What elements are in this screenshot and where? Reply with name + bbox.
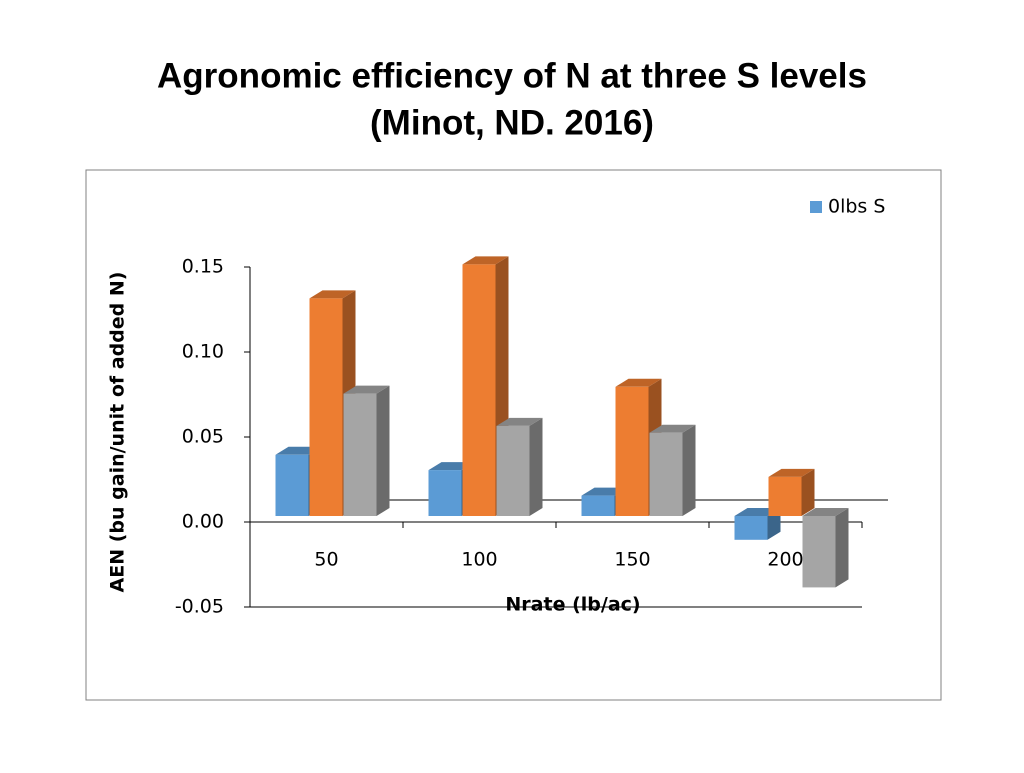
bar-top xyxy=(343,385,390,394)
x-axis-label: Nrate (lb/ac) xyxy=(505,594,640,616)
bar-side xyxy=(682,424,696,516)
y-tick-label: 0.15 xyxy=(182,256,224,278)
chart-frame xyxy=(85,169,942,701)
bar xyxy=(462,264,496,516)
bar xyxy=(649,432,683,516)
bar xyxy=(734,516,768,540)
x-tick-label: 150 xyxy=(614,549,650,571)
bar-top xyxy=(802,508,849,516)
legend-swatch xyxy=(810,201,822,213)
bar-top xyxy=(615,378,662,387)
bar-side xyxy=(529,417,543,516)
bar xyxy=(275,454,309,516)
y-tick-label: 0.05 xyxy=(182,426,224,448)
bar-top xyxy=(768,468,815,477)
y-tick-label: -0.05 xyxy=(175,596,224,618)
y-tick-label: 0.10 xyxy=(182,341,224,363)
bar xyxy=(768,476,802,516)
bar xyxy=(343,393,377,516)
chart-title: (Minot, ND. 2016) xyxy=(370,103,654,142)
bar xyxy=(802,516,836,588)
bar-top xyxy=(462,256,509,265)
bar xyxy=(496,425,530,516)
y-axis-label: AEN (bu gain/unit of added N) xyxy=(107,272,129,593)
chart-title: Agronomic efficiency of N at three S lev… xyxy=(157,56,867,95)
x-tick-label: 50 xyxy=(314,549,338,571)
bar xyxy=(309,298,343,516)
bar-top xyxy=(649,424,696,433)
legend-label: 0lbs S xyxy=(828,196,885,218)
x-tick-label: 200 xyxy=(767,549,803,571)
bar-top xyxy=(496,417,543,426)
bar-side xyxy=(801,468,815,516)
bar-side xyxy=(376,385,390,516)
x-tick-label: 100 xyxy=(461,549,497,571)
bar xyxy=(615,386,649,516)
bar xyxy=(428,470,462,516)
bar xyxy=(581,495,615,516)
bar-side xyxy=(835,508,849,588)
y-tick-label: 0.00 xyxy=(182,511,224,533)
bar-top xyxy=(309,290,356,299)
